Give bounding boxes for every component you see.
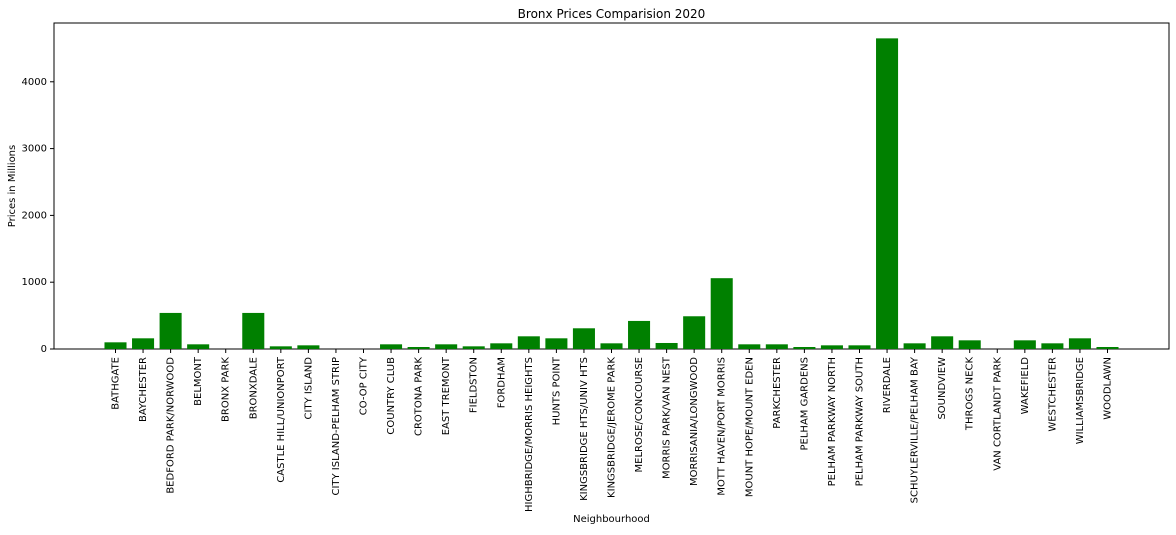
bar bbox=[628, 320, 651, 349]
bar bbox=[931, 336, 954, 349]
x-tick-label: PELHAM PARKWAY SOUTH bbox=[855, 357, 866, 486]
x-axis-ticks: BATHGATE BAYCHESTER BEDFORD PARK/NORWOOD BE… bbox=[111, 349, 1114, 512]
bar bbox=[765, 344, 788, 349]
bar bbox=[1068, 338, 1091, 349]
x-tick-label: MOTT HAVEN/PORT MORRIS bbox=[717, 357, 728, 496]
x-tick-label: BRONXDALE bbox=[248, 357, 259, 419]
x-tick-label: BATHGATE bbox=[111, 357, 122, 410]
bar bbox=[572, 328, 595, 349]
bar bbox=[407, 347, 430, 349]
bar bbox=[269, 346, 292, 349]
x-tick-label: COUNTRY CLUB bbox=[386, 357, 397, 435]
x-tick-label: WAKEFIELD bbox=[1020, 357, 1031, 415]
x-tick-label: CITY ISLAND bbox=[303, 357, 314, 420]
chart-title: Bronx Prices Comparision 2020 bbox=[518, 7, 706, 21]
y-tick-label: 3000 bbox=[22, 144, 47, 155]
x-tick-label: KINGSBRIDGE HTS/UNIV HTS bbox=[579, 357, 590, 501]
bar bbox=[1041, 343, 1064, 349]
bar bbox=[903, 343, 926, 349]
bar bbox=[738, 344, 761, 349]
y-tick-label: 4000 bbox=[22, 77, 47, 88]
bar bbox=[104, 342, 127, 349]
x-tick-label: BAYCHESTER bbox=[138, 357, 149, 422]
bar bbox=[958, 340, 981, 349]
plot-area: 0 1000 2000 3000 4000 BATHGATE BAYCHESTER BEDF… bbox=[22, 22, 1170, 512]
x-tick-label: CASTLE HILL/UNIONPORT bbox=[276, 356, 287, 483]
x-tick-label: KINGSBRIDGE/JEROME PARK bbox=[607, 357, 618, 498]
x-tick-label: WOODLAWN bbox=[1103, 357, 1114, 420]
x-tick-label: PELHAM PARKWAY NORTH bbox=[827, 357, 838, 486]
bar bbox=[380, 344, 403, 349]
bar bbox=[683, 316, 706, 349]
x-tick-label: CROTONA PARK bbox=[414, 357, 425, 436]
x-tick-label: MORRISANIA/LONGWOOD bbox=[689, 357, 700, 486]
x-tick-label: CITY ISLAND-PELHAM STRIP bbox=[331, 357, 342, 496]
x-tick-label: THROGS NECK bbox=[965, 357, 976, 432]
bar bbox=[242, 312, 265, 349]
x-tick-label: MORRIS PARK/VAN NEST bbox=[662, 356, 673, 479]
bar bbox=[1096, 347, 1119, 349]
plot-frame bbox=[53, 22, 1170, 350]
bar bbox=[435, 344, 458, 349]
x-tick-label: HIGHBRIDGE/MORRIS HEIGHTS bbox=[524, 357, 535, 512]
y-axis-label: Prices in Millions bbox=[7, 145, 18, 228]
x-tick-label: FORDHAM bbox=[496, 357, 507, 408]
bar bbox=[600, 343, 623, 349]
bar bbox=[876, 38, 899, 350]
y-tick-label: 2000 bbox=[22, 210, 47, 221]
x-tick-label: BRONX PARK bbox=[221, 357, 232, 422]
bar bbox=[159, 312, 182, 349]
x-tick-label: PELHAM GARDENS bbox=[799, 357, 810, 450]
x-tick-label: BELMONT bbox=[193, 356, 204, 406]
x-tick-label: SOUNDVIEW bbox=[937, 357, 948, 420]
bar bbox=[793, 347, 816, 349]
x-tick-label: VAN CORTLANDT PARK bbox=[992, 357, 1003, 471]
bar bbox=[848, 345, 871, 349]
x-tick-label: SCHUYLERVILLE/PELHAM BAY bbox=[910, 356, 921, 503]
bar bbox=[655, 342, 678, 349]
bar bbox=[462, 346, 485, 349]
bars-group bbox=[104, 38, 1119, 350]
x-axis-label: Neighbourhood bbox=[573, 514, 650, 525]
bar bbox=[1013, 340, 1036, 349]
bar bbox=[490, 343, 513, 349]
x-tick-label: RIVERDALE bbox=[882, 357, 893, 413]
bar bbox=[545, 338, 568, 349]
y-tick-label: 0 bbox=[41, 344, 47, 355]
y-tick-label: 1000 bbox=[22, 277, 47, 288]
bar bbox=[820, 345, 843, 349]
x-tick-label: EAST TREMONT bbox=[441, 356, 452, 435]
x-tick-label: PARKCHESTER bbox=[772, 357, 783, 429]
y-axis-ticks: 0 1000 2000 3000 4000 bbox=[22, 77, 54, 355]
x-tick-label: MELROSE/CONCOURSE bbox=[634, 357, 645, 473]
x-tick-label: HUNTS POINT bbox=[551, 356, 562, 425]
x-tick-label: FIELDSTON bbox=[469, 357, 480, 413]
x-tick-label: WILLIAMSBRIDGE bbox=[1075, 357, 1086, 444]
x-tick-label: MOUNT HOPE/MOUNT EDEN bbox=[744, 357, 755, 497]
bar bbox=[710, 278, 733, 349]
bar bbox=[517, 336, 540, 349]
x-tick-label: BEDFORD PARK/NORWOOD bbox=[166, 357, 177, 494]
x-tick-label: CO-OP CITY bbox=[359, 356, 370, 415]
bar bbox=[297, 345, 320, 349]
x-tick-label: WESTCHESTER bbox=[1047, 357, 1058, 432]
bar bbox=[132, 338, 155, 349]
bar bbox=[187, 344, 210, 349]
